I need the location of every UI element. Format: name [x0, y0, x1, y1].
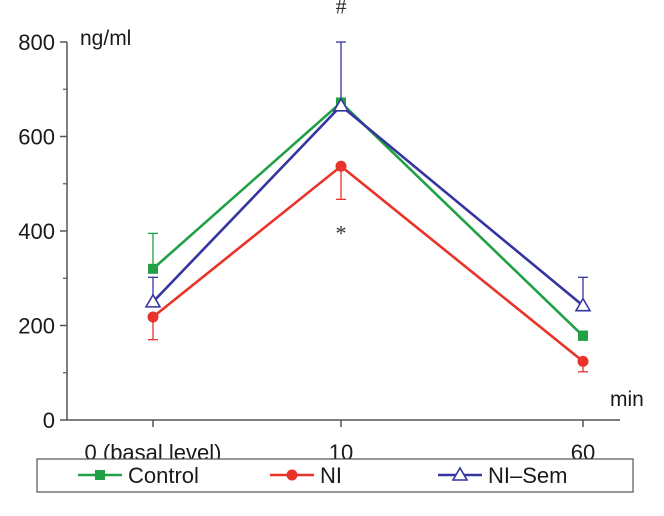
series-line	[152, 104, 584, 307]
annotations: #*	[336, 0, 347, 245]
data-point	[574, 297, 592, 312]
y-tick-label: 0	[43, 408, 55, 433]
legend-marker	[95, 470, 105, 480]
x-axis-label: min	[610, 388, 644, 411]
legend-item: NI–Sem	[438, 463, 567, 488]
significance-marker: *	[336, 220, 347, 245]
legend-label: Control	[128, 463, 199, 488]
data-point	[147, 311, 159, 323]
series-line	[152, 100, 584, 337]
significance-marker: #	[336, 0, 347, 19]
legend-item: NI	[270, 463, 342, 488]
legend-marker	[451, 466, 469, 481]
data-point	[578, 330, 588, 341]
series-NI–Sem	[144, 41, 592, 312]
y-axis-label: ng/ml	[80, 27, 131, 50]
legend-item: Control	[78, 463, 199, 488]
legend: Control NI NI–Sem	[36, 458, 634, 493]
data-point	[332, 97, 350, 112]
legend-label: NI	[320, 463, 342, 488]
legend-box	[36, 458, 634, 493]
data-point	[144, 293, 162, 308]
legend-marker	[286, 469, 298, 481]
series-layer	[144, 41, 592, 373]
data-point	[577, 355, 589, 367]
y-axis: 0 200 400 600 800	[18, 30, 68, 433]
y-tick-label: 800	[18, 30, 55, 55]
series-Control	[148, 97, 588, 341]
x-axis: 0 (basal level) 10 60	[67, 419, 620, 465]
y-tick-label: 600	[18, 125, 55, 150]
data-point	[335, 160, 347, 172]
series-NI	[147, 160, 589, 373]
series-line	[152, 164, 584, 363]
data-point	[148, 263, 158, 274]
legend-label: NI–Sem	[488, 463, 567, 488]
y-tick-label: 200	[18, 314, 55, 339]
y-tick-label: 400	[18, 219, 55, 244]
